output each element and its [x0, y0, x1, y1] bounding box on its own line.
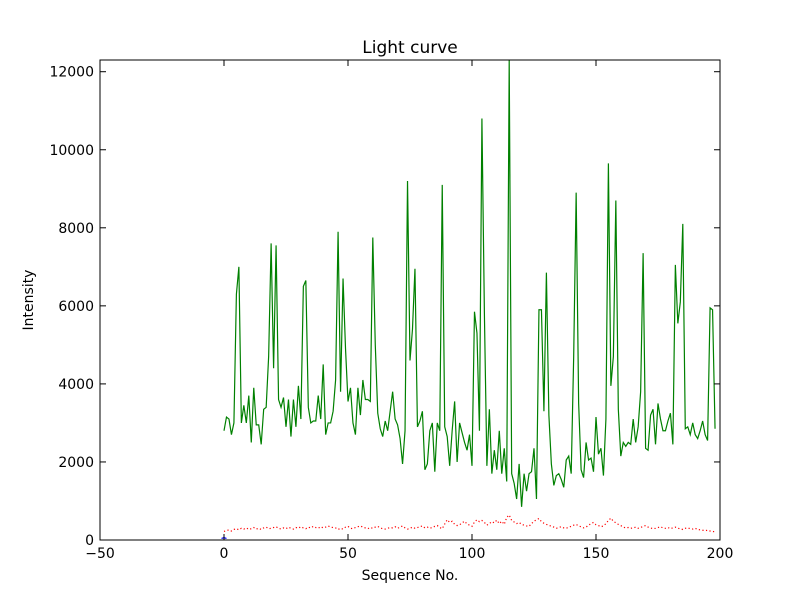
series-line-2 [223, 514, 716, 533]
x-tick-label: −50 [85, 546, 115, 562]
y-tick-label: 6000 [58, 299, 94, 315]
x-tick-label: 200 [707, 546, 734, 562]
y-axis-label: Intensity [21, 270, 37, 331]
series-line-1 [223, 59, 716, 507]
y-tick-label: 8000 [58, 221, 94, 237]
tick-layer: −50 0 50 100 150 2000200040006000800010000120… [49, 60, 733, 562]
x-tick-label: 100 [459, 546, 486, 562]
chart-title: Light curve [362, 38, 457, 58]
y-tick-label: 0 [85, 533, 94, 549]
y-tick-label: 10000 [49, 143, 94, 159]
x-tick-label: 50 [339, 546, 357, 562]
x-tick-label: 0 [220, 546, 229, 562]
x-tick-label: 150 [583, 546, 610, 562]
plot-area-frame [99, 59, 721, 541]
y-tick-label: 4000 [58, 377, 94, 393]
x-axis-label: Sequence No. [362, 568, 459, 584]
y-tick-label: 2000 [58, 455, 94, 471]
y-tick-label: 12000 [49, 65, 94, 81]
